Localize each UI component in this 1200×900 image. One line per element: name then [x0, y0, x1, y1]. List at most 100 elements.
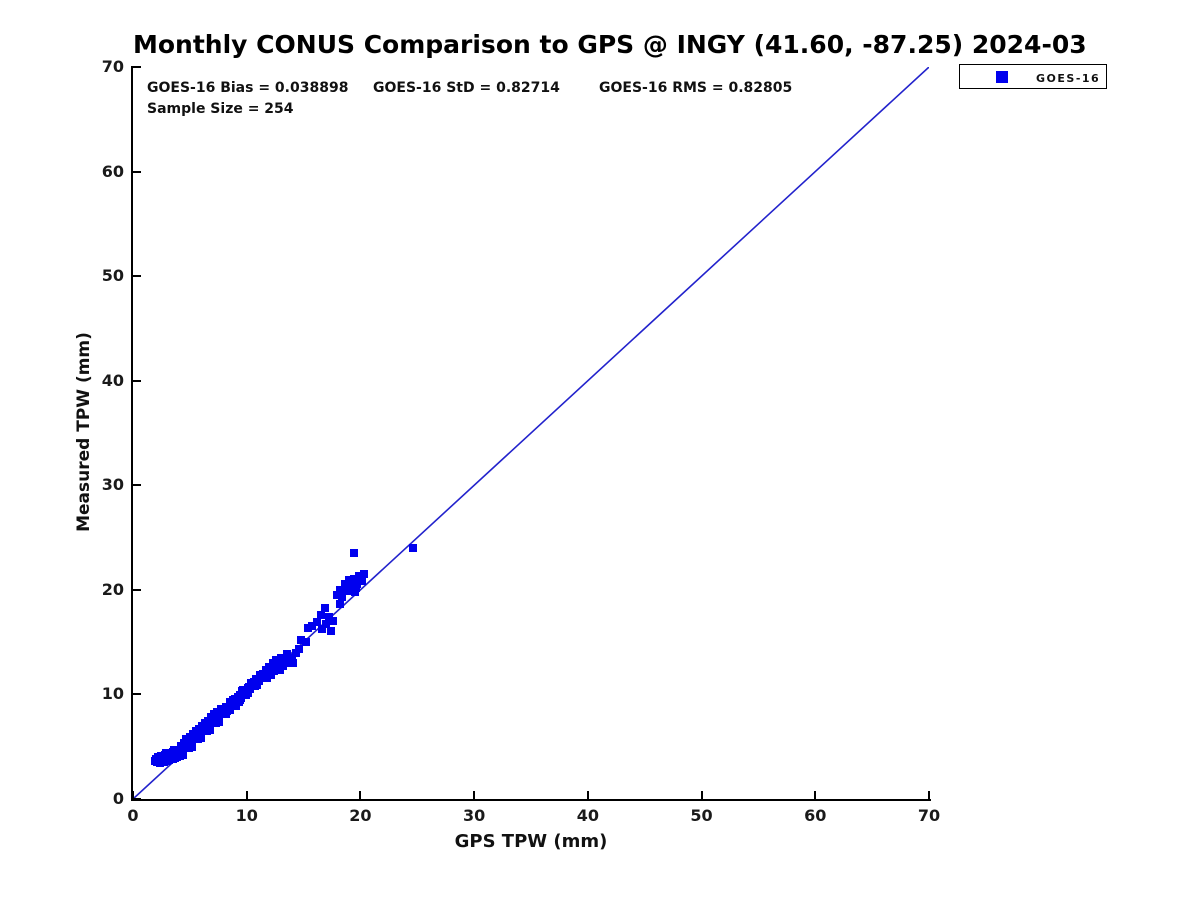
scatter-point: [188, 742, 197, 751]
scatter-point: [359, 570, 368, 579]
y-tick-label: 0: [112, 789, 124, 808]
x-tick-mark: [359, 791, 362, 799]
x-tick-mark: [245, 791, 248, 799]
plot-area: [133, 67, 929, 799]
scatter-point: [335, 585, 344, 594]
scatter-point: [301, 638, 310, 647]
x-tick-mark: [928, 791, 930, 799]
scatter-point: [349, 549, 358, 558]
scatter-point: [239, 686, 248, 695]
x-tick-label: 70: [917, 806, 941, 825]
scatter-point: [274, 658, 283, 666]
scatter-point: [332, 591, 341, 600]
scatter-point: [335, 600, 344, 609]
scatter-point: [222, 710, 231, 719]
stat-std: GOES-16 StD = 0.82714: [373, 80, 560, 96]
scatter-point: [197, 734, 206, 743]
x-axis-title: GPS TPW (mm): [454, 831, 608, 852]
y-tick-mark: [133, 170, 141, 173]
x-tick-mark: [132, 791, 134, 799]
x-tick-label: 50: [690, 806, 713, 825]
stat-bias: GOES-16 Bias = 0.038898: [147, 80, 349, 96]
scatter-point: [252, 681, 261, 690]
scatter-point: [215, 717, 224, 726]
x-tick-label: 0: [127, 806, 139, 825]
scatter-point: [179, 751, 188, 760]
scatter-point: [244, 685, 253, 694]
scatter-point: [313, 618, 322, 627]
x-tick-mark: [700, 791, 703, 799]
y-axis-title: Measured TPW (mm): [74, 332, 94, 532]
scatter-point: [230, 696, 239, 705]
scatter-point: [235, 695, 244, 704]
scatter-point: [289, 659, 298, 668]
legend-box: GOES-16: [959, 64, 1107, 89]
scatter-point: [214, 713, 223, 722]
y-tick-label: 30: [101, 475, 124, 495]
scatter-point: [351, 583, 360, 592]
y-tick-mark: [133, 379, 141, 382]
scatter-point: [324, 613, 333, 622]
scatter-point: [297, 636, 306, 645]
scatter-point: [345, 576, 354, 585]
y-tick-label: 60: [101, 161, 124, 181]
y-tick-mark: [133, 66, 141, 68]
legend-entry-label: GOES-16: [1036, 72, 1101, 85]
y-tick-label: 20: [101, 579, 124, 599]
scatter-point: [275, 666, 284, 675]
stat-sample-size: Sample Size = 254: [147, 101, 294, 117]
scatter-point: [340, 579, 349, 588]
scatter-point: [201, 727, 210, 736]
scatter-point: [342, 586, 351, 595]
scatter-point: [322, 620, 331, 629]
scatter-point: [227, 701, 236, 710]
stat-rms: GOES-16 RMS = 0.82805: [599, 80, 793, 96]
scatter-point: [408, 544, 417, 553]
chart-title: Monthly CONUS Comparison to GPS @ INGY (…: [133, 30, 1087, 59]
scatter-point: [282, 649, 291, 658]
scatter-point: [295, 645, 304, 654]
x-tick-label: 30: [463, 806, 486, 825]
scatter-point: [169, 745, 178, 754]
scatter-point: [355, 572, 364, 581]
scatter-point: [232, 701, 241, 710]
x-tick-label: 20: [349, 806, 372, 825]
x-axis-line: [131, 799, 931, 801]
scatter-point: [206, 725, 215, 734]
y-tick-mark: [133, 275, 141, 278]
scatter-point: [279, 662, 288, 671]
scatter-point: [210, 718, 219, 727]
y-tick-label: 10: [101, 684, 124, 704]
y-tick-label: 70: [101, 57, 124, 76]
y-tick-mark: [133, 588, 141, 591]
scatter-point: [316, 610, 325, 619]
y-tick-mark: [133, 693, 141, 696]
scatter-point: [326, 626, 335, 635]
x-tick-mark: [473, 791, 476, 799]
scatter-point: [350, 587, 359, 596]
scatter-point: [225, 697, 234, 706]
scatter-point: [216, 708, 225, 717]
x-tick-label: 10: [235, 806, 258, 825]
scatter-point: [353, 579, 362, 588]
x-tick-mark: [814, 791, 817, 799]
scatter-point: [183, 743, 192, 752]
scatter-point: [347, 582, 356, 591]
y-tick-label: 50: [101, 266, 124, 286]
y-tick-label: 40: [101, 370, 124, 390]
scatter-point: [338, 593, 347, 602]
goes16-square-marker-icon: [996, 71, 1008, 83]
scatter-point: [307, 622, 316, 631]
scatter-point: [276, 653, 285, 662]
scatter-point: [241, 691, 250, 700]
y-tick-mark: [133, 798, 141, 800]
y-tick-mark: [133, 484, 141, 487]
scatter-point: [283, 659, 292, 668]
scatter-point: [317, 624, 326, 633]
scatter-point: [349, 575, 358, 584]
scatter-point: [192, 735, 201, 744]
scatter-point: [357, 577, 366, 586]
scatter-point: [161, 748, 170, 757]
scatter-point: [321, 603, 330, 612]
